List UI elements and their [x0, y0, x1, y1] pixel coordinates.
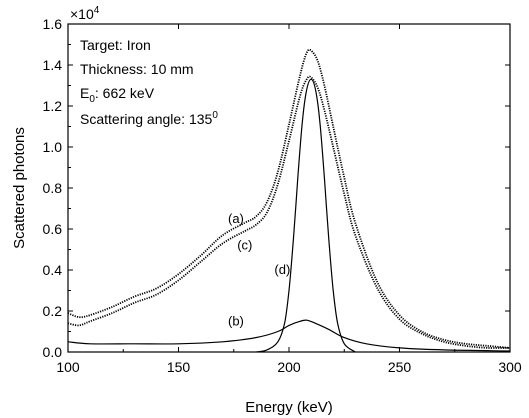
- y-tick-label: 0.2: [43, 303, 63, 319]
- x-tick-label: 250: [388, 359, 412, 375]
- x-tick-label: 150: [167, 359, 191, 375]
- y-tick-label: 0.4: [43, 262, 63, 278]
- annotation-energy: E0: 662 keV: [80, 85, 155, 105]
- annotation-angle: Scattering angle: 1350: [80, 110, 218, 127]
- y-tick-label: 1.2: [43, 98, 63, 114]
- series-group: [67, 48, 511, 353]
- y-tick-label: 1.6: [43, 16, 63, 32]
- x-tick-label: 200: [277, 359, 301, 375]
- y-tick-label: 1.4: [43, 57, 63, 73]
- series-label-d: (d): [274, 262, 290, 277]
- series-label-a: (a): [228, 211, 244, 226]
- series-line-b: [67, 319, 511, 352]
- x-tick-label: 300: [498, 359, 522, 375]
- series-line-a: [67, 48, 511, 349]
- y-axis-label: Scattered photons: [11, 127, 28, 249]
- series-label-b: (b): [228, 313, 244, 328]
- ticks: 100 150 200 250 300 0.0 0.2 0.4 0.6 0.8 1.0 1.2 1.4 1…: [43, 16, 522, 375]
- annotation-thickness: Thickness: 10 mm: [80, 61, 194, 77]
- series-line-d: [255, 78, 356, 353]
- annotation-target: Target: Iron: [80, 37, 151, 53]
- x-tick-label: 100: [56, 359, 80, 375]
- y-tick-label: 0.6: [43, 221, 63, 237]
- series-label-c: (c): [237, 238, 252, 253]
- series-labels: (a) (c) (d) (b): [228, 211, 290, 329]
- x-axis-label: Energy (keV): [245, 399, 333, 416]
- y-multiplier: ×104: [70, 5, 100, 22]
- y-tick-label: 0.0: [43, 344, 63, 360]
- annotation-block: Target: Iron Thickness: 10 mm E0: 662 ke…: [80, 37, 218, 127]
- y-tick-label: 1.0: [43, 139, 63, 155]
- y-tick-label: 0.8: [43, 180, 63, 196]
